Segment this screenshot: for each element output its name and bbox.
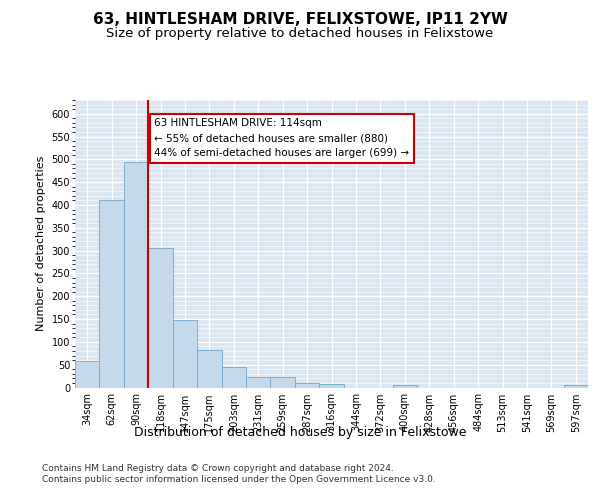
Bar (295, 383, 319, 388)
Bar (197, 350, 221, 388)
Bar (173, 320, 197, 388)
Text: 63 HINTLESHAM DRIVE: 114sqm
← 55% of detached houses are smaller (880)
44% of se: 63 HINTLESHAM DRIVE: 114sqm ← 55% of det… (154, 118, 410, 158)
Bar (100, 200, 124, 388)
Text: Distribution of detached houses by size in Felixstowe: Distribution of detached houses by size … (134, 426, 466, 439)
Bar (271, 376, 295, 388)
Y-axis label: Number of detached properties: Number of detached properties (36, 156, 46, 332)
Text: Contains public sector information licensed under the Open Government Licence v3: Contains public sector information licen… (42, 475, 436, 484)
Bar (124, 162, 148, 388)
Bar (246, 376, 271, 388)
Text: Size of property relative to detached houses in Felixstowe: Size of property relative to detached ho… (106, 26, 494, 40)
Text: 63, HINTLESHAM DRIVE, FELIXSTOWE, IP11 2YW: 63, HINTLESHAM DRIVE, FELIXSTOWE, IP11 2… (92, 12, 508, 28)
Text: Contains HM Land Registry data © Crown copyright and database right 2024.: Contains HM Land Registry data © Crown c… (42, 464, 394, 473)
Bar (563, 385, 588, 388)
Bar (221, 368, 246, 388)
Bar (148, 248, 173, 388)
Bar (75, 362, 100, 388)
Bar (392, 385, 417, 388)
Bar (319, 384, 344, 388)
